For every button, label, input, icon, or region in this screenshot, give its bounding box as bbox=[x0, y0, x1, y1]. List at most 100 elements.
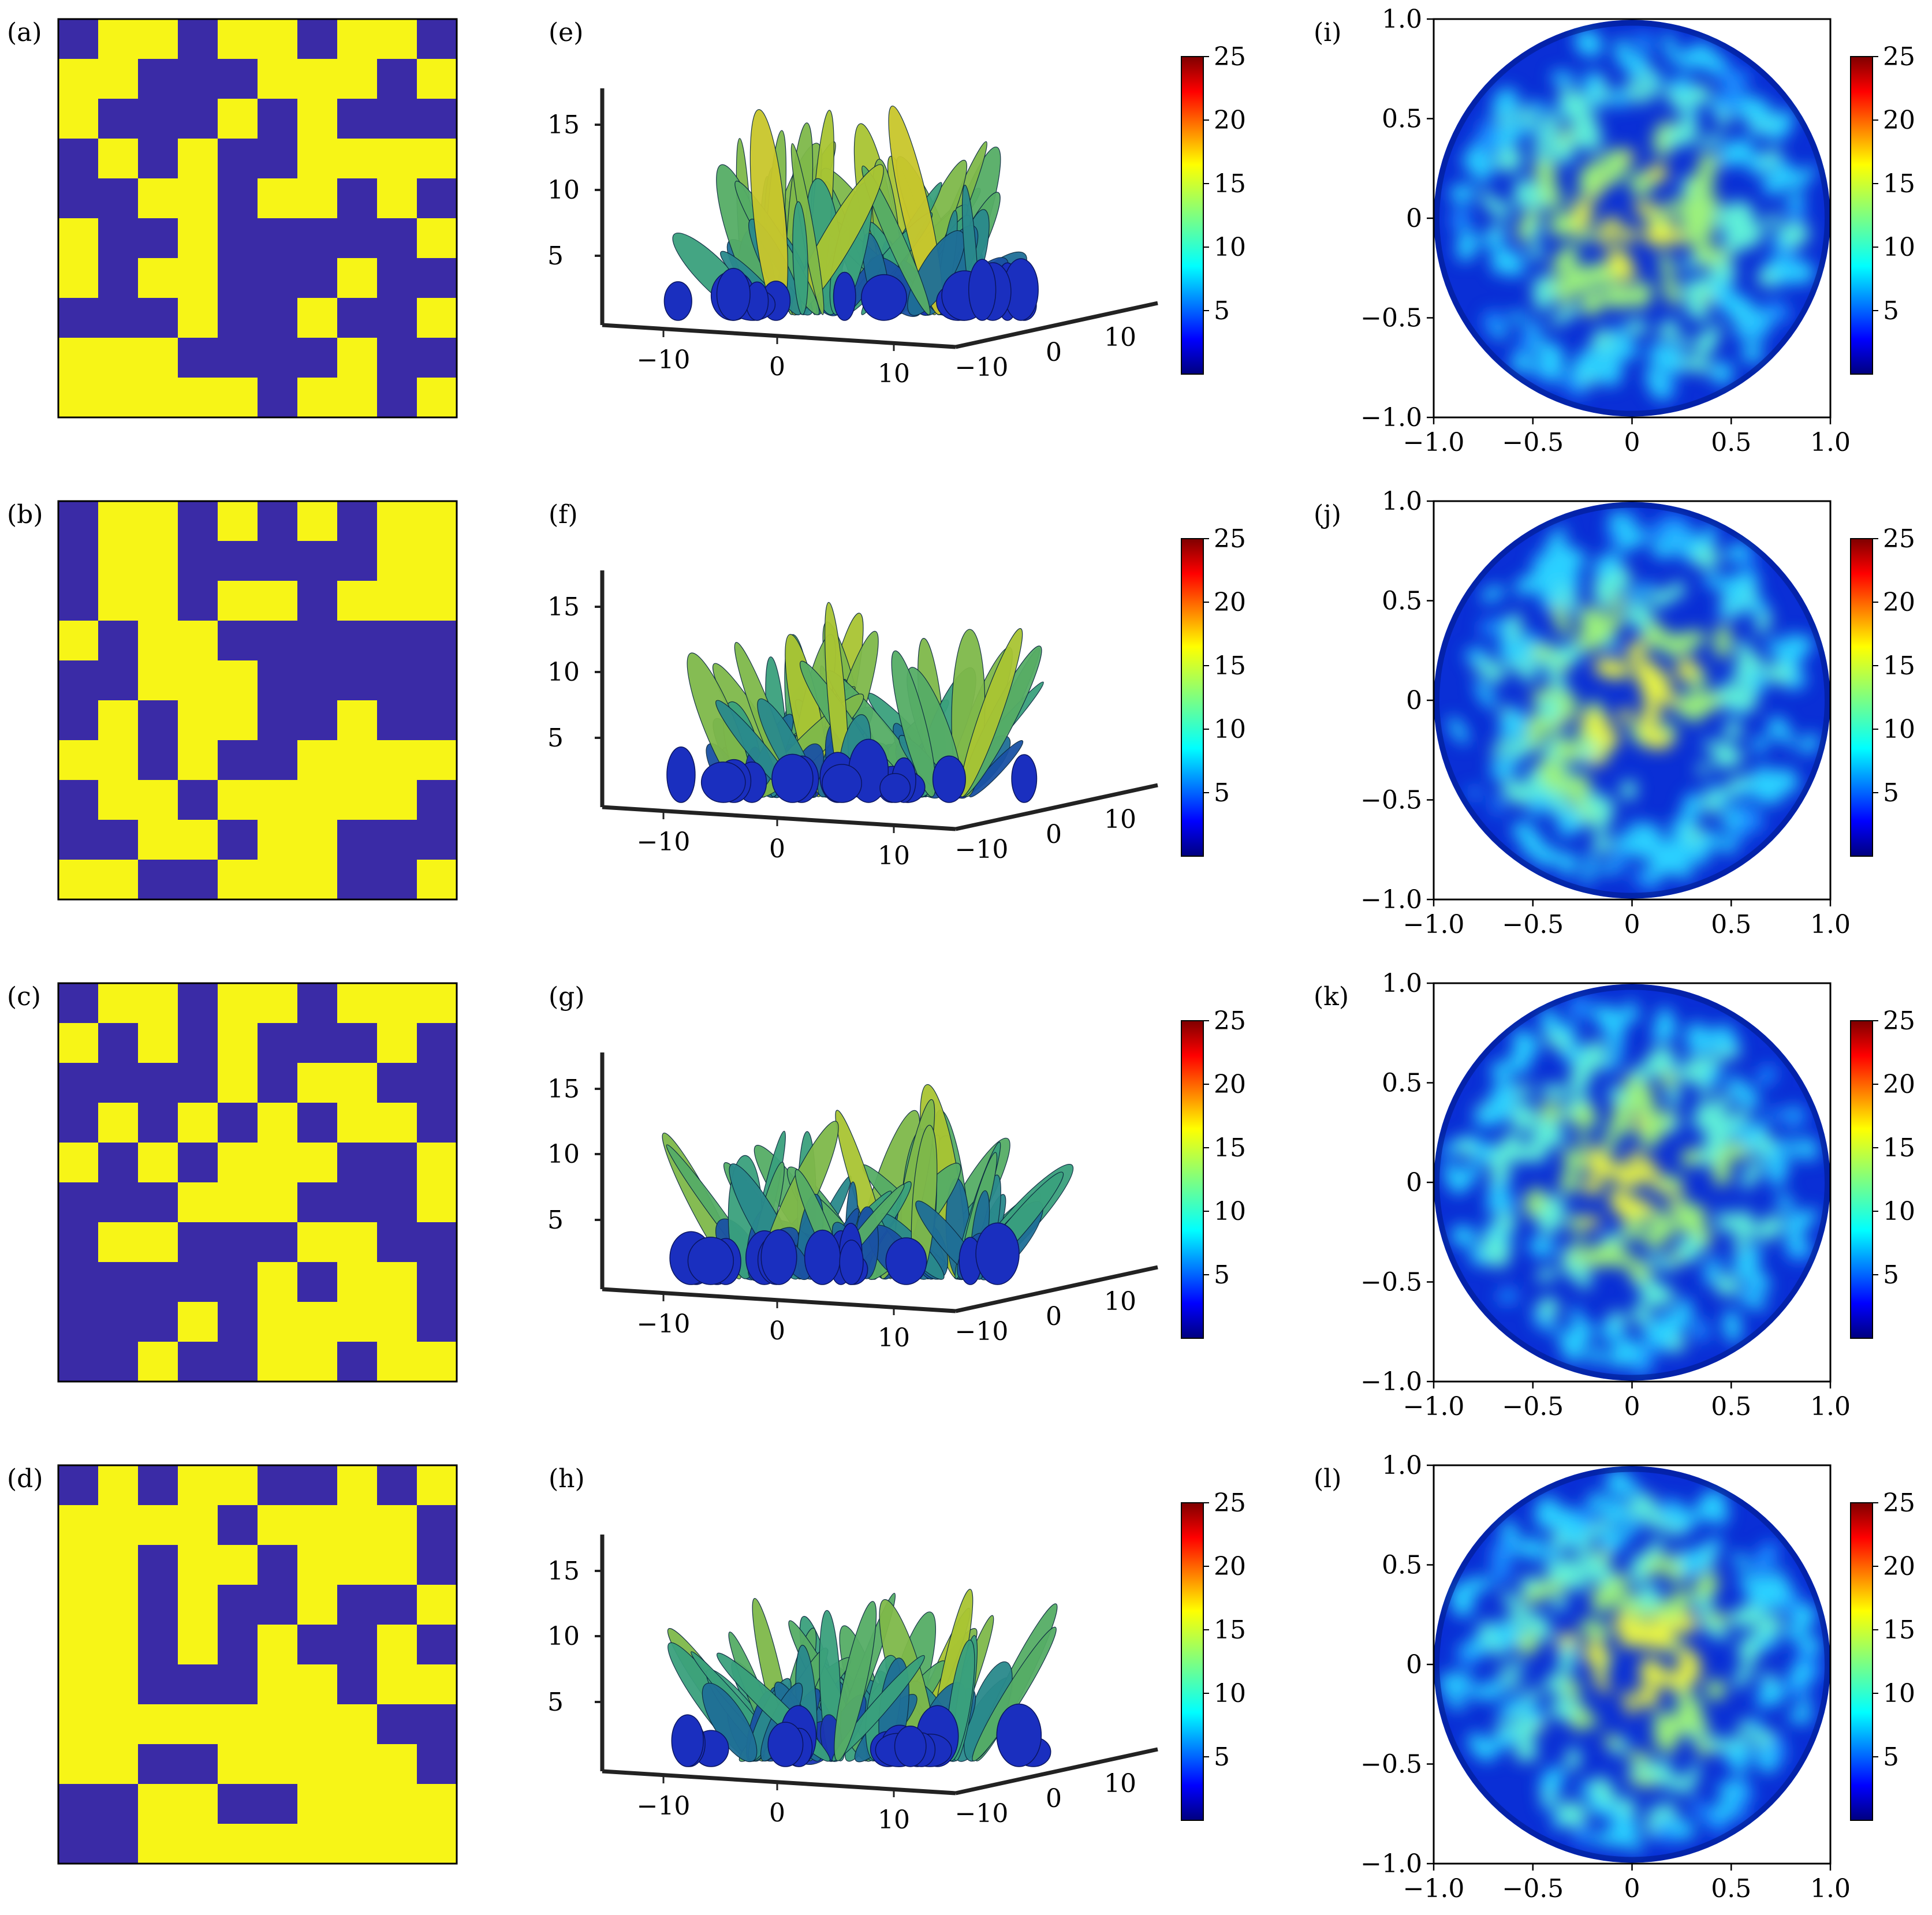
speckle bbox=[1713, 1154, 1731, 1187]
speckle bbox=[1607, 528, 1621, 544]
mask-cell bbox=[98, 139, 139, 179]
mask-cell bbox=[417, 139, 457, 179]
speckle bbox=[1504, 250, 1524, 278]
speckle bbox=[1751, 1132, 1773, 1157]
panel-label: (h) bbox=[549, 1464, 585, 1494]
mask-cell bbox=[377, 541, 417, 581]
mask-cell bbox=[138, 1023, 178, 1063]
speckle bbox=[1540, 1084, 1569, 1099]
disc-rim bbox=[1434, 20, 1830, 417]
colorbar-tick-label: 10 bbox=[1883, 715, 1915, 744]
mask-cell bbox=[178, 1625, 218, 1665]
speckle-layer bbox=[1441, 996, 1818, 1378]
x-axis bbox=[602, 805, 956, 831]
mask-cell bbox=[178, 1664, 218, 1705]
speckle bbox=[1623, 1821, 1640, 1842]
mask-cell bbox=[417, 1222, 457, 1263]
speckle bbox=[1612, 1101, 1632, 1136]
speckle bbox=[1579, 1619, 1610, 1640]
speckle bbox=[1610, 1162, 1643, 1188]
mask-cell bbox=[218, 820, 258, 860]
mask-cell bbox=[377, 1182, 417, 1223]
disc-rim bbox=[1434, 984, 1830, 1381]
surface-lobes bbox=[662, 1084, 1074, 1285]
mask-frame bbox=[57, 500, 458, 901]
x-tick-label: 0.5 bbox=[1711, 910, 1751, 939]
speckle bbox=[1545, 1562, 1573, 1584]
speckle bbox=[1579, 606, 1603, 634]
speckle bbox=[1629, 1552, 1650, 1585]
speckle bbox=[1624, 1075, 1639, 1102]
speckle bbox=[1489, 1082, 1515, 1109]
mask-cell bbox=[218, 1585, 258, 1625]
speckle bbox=[1515, 1718, 1537, 1739]
mask-cell bbox=[218, 1222, 258, 1263]
speckle bbox=[1582, 1556, 1613, 1585]
mask-cell bbox=[218, 740, 258, 781]
speckle bbox=[1780, 636, 1813, 658]
speckle-layer bbox=[1439, 1469, 1822, 1853]
speckle bbox=[1764, 214, 1780, 227]
speckle bbox=[1757, 269, 1777, 287]
mask-cell bbox=[218, 1143, 258, 1183]
speckle bbox=[1747, 303, 1764, 335]
mask-cell bbox=[98, 860, 139, 900]
speckle bbox=[1718, 139, 1754, 167]
colorbar bbox=[1850, 1502, 1873, 1821]
mask-cell bbox=[337, 1103, 378, 1143]
colorbar-tick-label: 20 bbox=[1214, 1552, 1246, 1581]
mask-cell bbox=[417, 581, 457, 621]
y-tick-label: 0.5 bbox=[1382, 1069, 1422, 1098]
mask-cell bbox=[178, 1824, 218, 1864]
mask-cell bbox=[377, 1744, 417, 1785]
surface-lobe-base bbox=[767, 1722, 804, 1767]
y-tick-label: 0 bbox=[1406, 1168, 1422, 1197]
speckle bbox=[1661, 1802, 1677, 1820]
mask-cell bbox=[297, 178, 338, 219]
mask-cell bbox=[178, 541, 218, 581]
y-tick-label: 0 bbox=[1406, 204, 1422, 233]
mask-cell bbox=[218, 178, 258, 219]
speckle bbox=[1730, 829, 1746, 846]
colorbar-tick-label: 10 bbox=[1214, 715, 1246, 744]
y-tick-label: −1.0 bbox=[1360, 403, 1422, 432]
mask-cell bbox=[258, 1465, 298, 1506]
speckle bbox=[1465, 1576, 1490, 1593]
mask-cell bbox=[178, 581, 218, 621]
z-tick-label: 5 bbox=[547, 723, 564, 753]
speckle bbox=[1544, 1032, 1573, 1051]
mask-cell bbox=[337, 59, 378, 99]
mask-cell bbox=[297, 740, 338, 781]
speckle bbox=[1639, 1122, 1661, 1149]
mask-cell bbox=[98, 1744, 139, 1785]
speckle bbox=[1544, 787, 1572, 815]
speckle bbox=[1623, 1000, 1636, 1024]
mask-cell bbox=[337, 99, 378, 139]
speckle bbox=[1555, 661, 1570, 673]
mask-cell bbox=[218, 1063, 258, 1103]
speckle bbox=[1518, 1084, 1532, 1097]
mask-cell bbox=[138, 1103, 178, 1143]
speckle bbox=[1492, 87, 1511, 119]
y-tick-label: 0 bbox=[1406, 1650, 1422, 1679]
speckle bbox=[1614, 527, 1645, 551]
x-tick-label: 10 bbox=[878, 1805, 910, 1835]
speckle bbox=[1450, 1673, 1472, 1694]
speckle bbox=[1513, 184, 1528, 209]
speckle bbox=[1606, 1469, 1631, 1496]
mask-cell bbox=[417, 700, 457, 741]
mask-cell bbox=[377, 1342, 417, 1382]
z-tick-label: 5 bbox=[547, 1688, 564, 1717]
surface-lobe-base bbox=[879, 773, 911, 803]
speckle bbox=[1715, 1274, 1739, 1297]
mask-cell bbox=[417, 1545, 457, 1585]
panel-label: (b) bbox=[7, 500, 43, 529]
speckle bbox=[1688, 629, 1705, 647]
y-axis bbox=[955, 1747, 1158, 1795]
mask-cell bbox=[98, 1342, 139, 1382]
colorbar-tick-label: 20 bbox=[1214, 106, 1246, 135]
mask-cell bbox=[258, 1664, 298, 1705]
mask-cell bbox=[138, 1262, 178, 1302]
mask-cell bbox=[417, 1585, 457, 1625]
speckle bbox=[1643, 66, 1657, 102]
